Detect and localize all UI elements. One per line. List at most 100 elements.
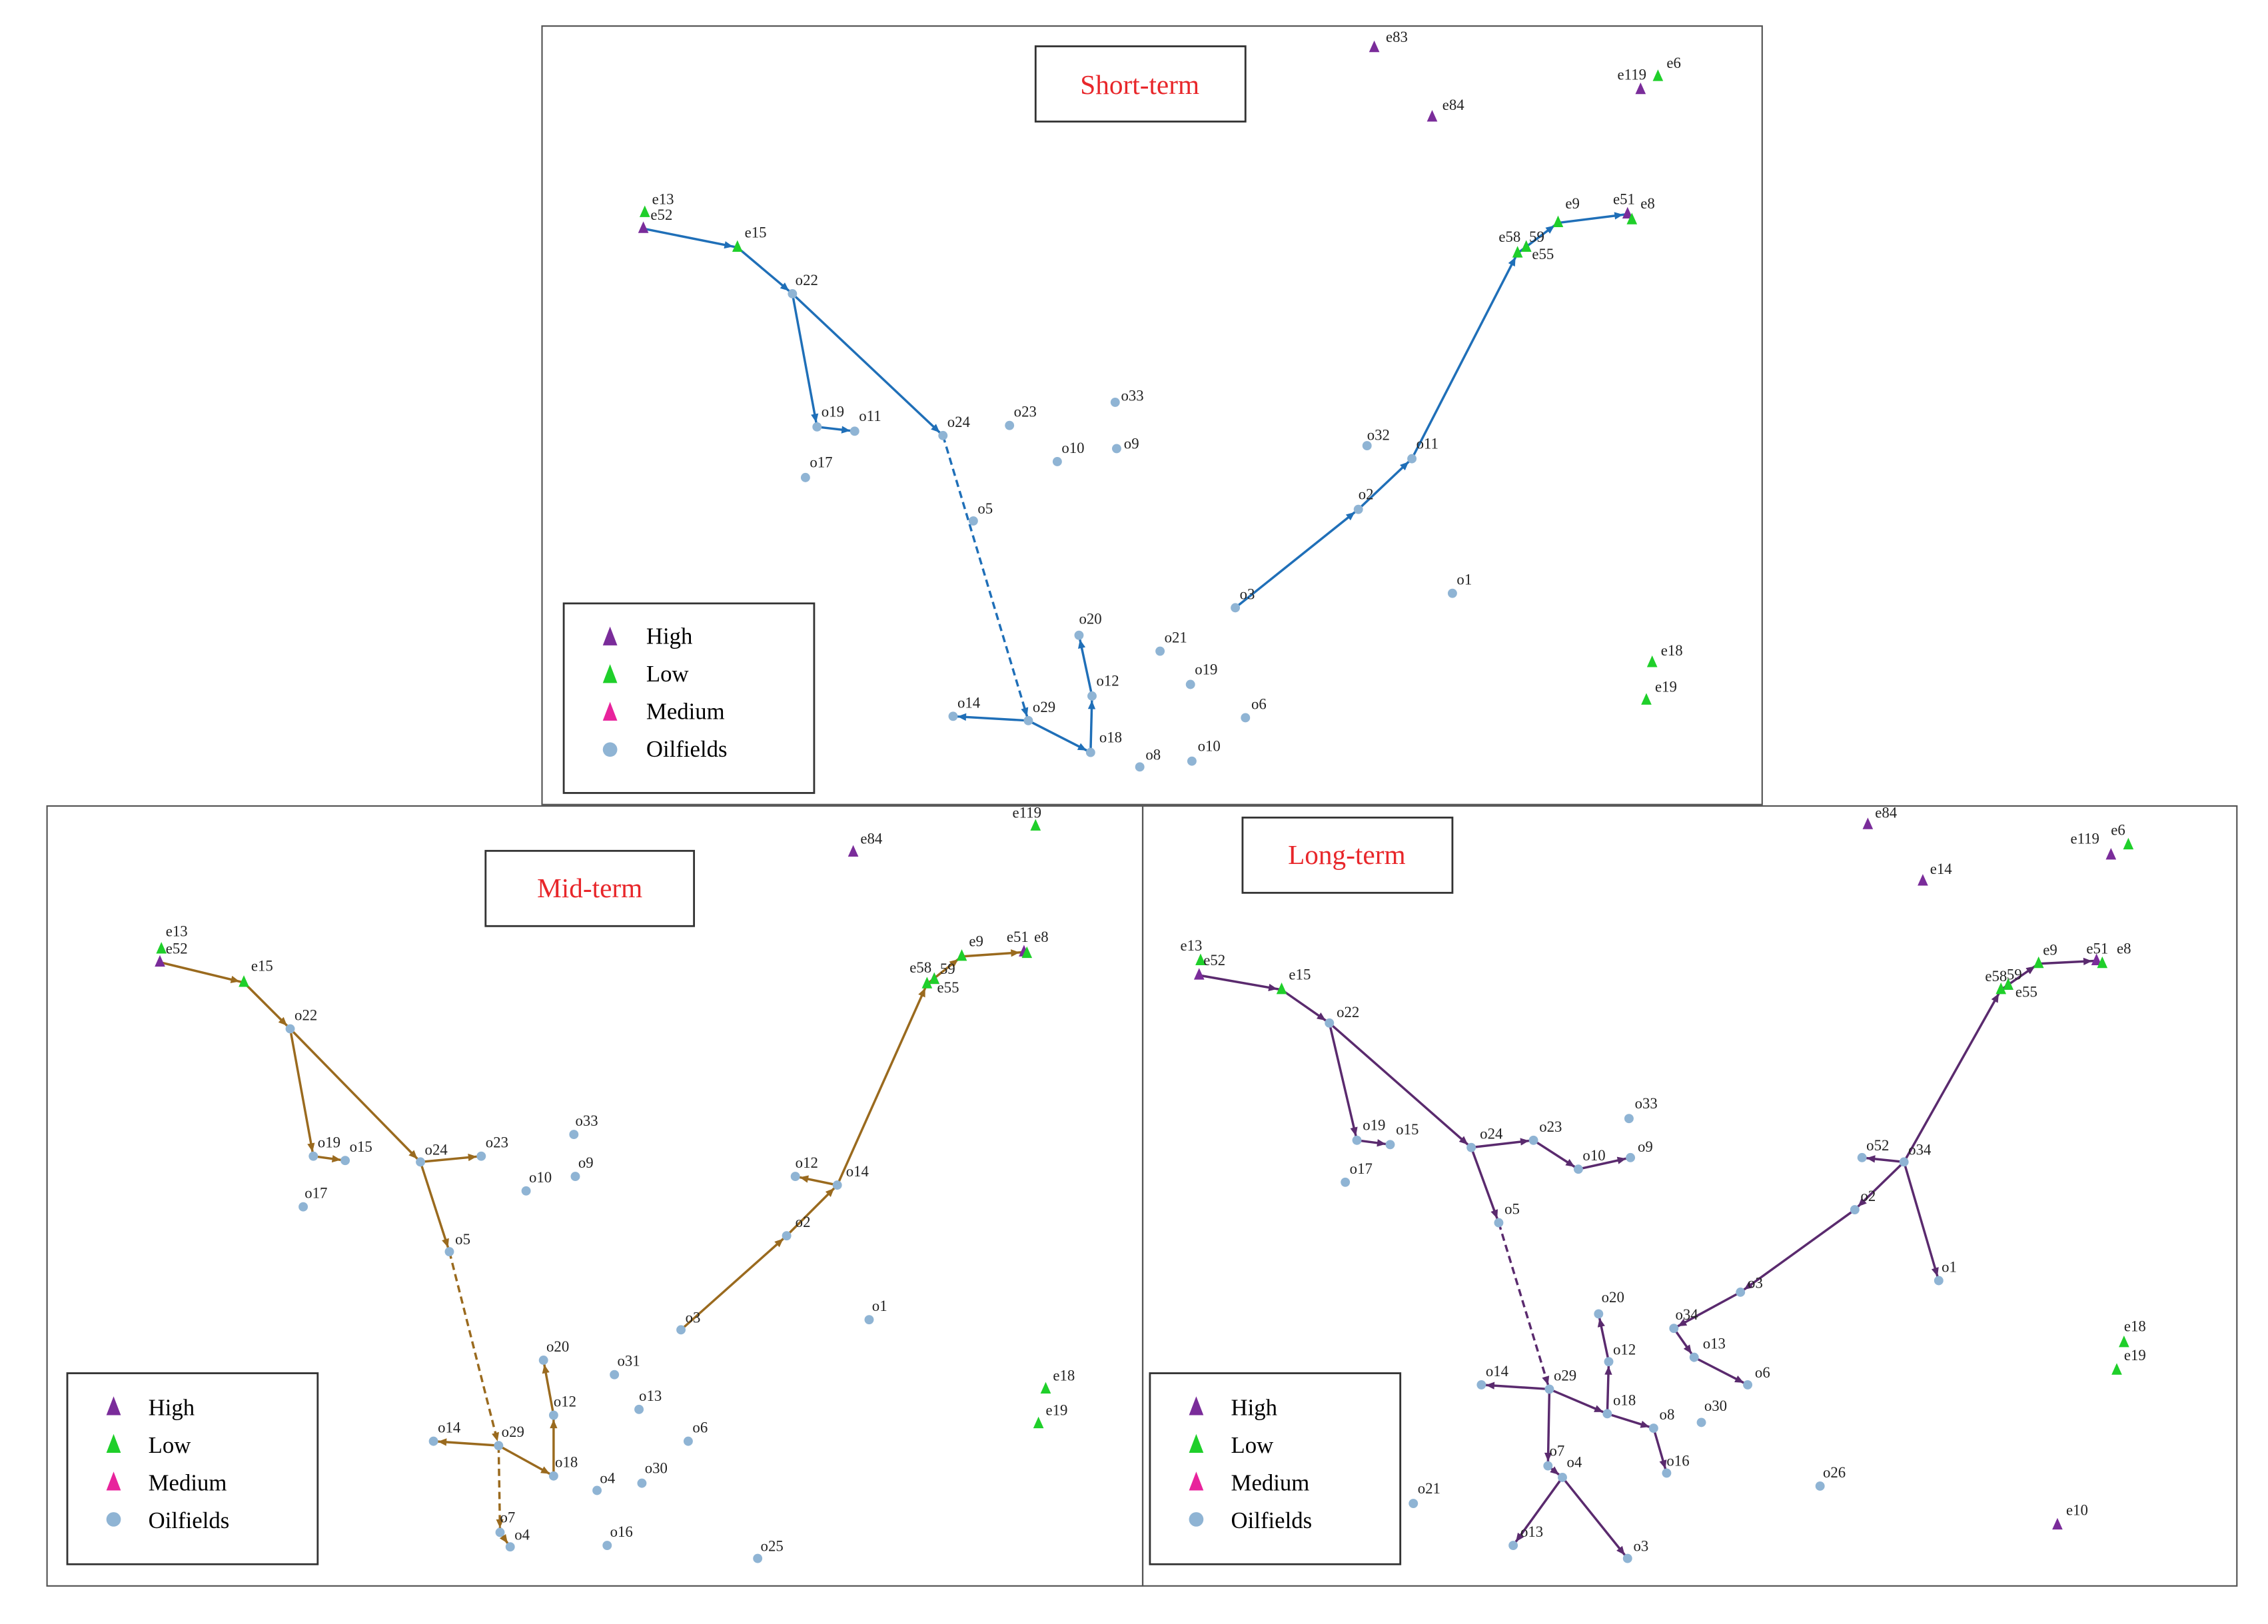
- node-label-o10b: o10: [1198, 737, 1221, 754]
- edge-o4-o3b: [1561, 1476, 1629, 1559]
- node-marker-o25: [753, 1553, 763, 1563]
- node-label-e18: e18: [2124, 1318, 2146, 1335]
- node-marker-o24: [1466, 1142, 1476, 1152]
- node-marker-o12a: [790, 1172, 800, 1182]
- node-label-o2: o2: [1861, 1188, 1876, 1204]
- node-label-e15: e15: [1289, 967, 1311, 983]
- node-label-e14: e14: [1930, 861, 1953, 877]
- node-marker-e8: [1021, 946, 1033, 959]
- arrowhead-icon: [1683, 1344, 1692, 1354]
- node-marker-o16: [602, 1541, 612, 1550]
- legend-medium: Medium: [646, 699, 725, 725]
- legend-high: High: [1231, 1395, 1278, 1421]
- node-marker-o3b: [1622, 1553, 1632, 1563]
- node-marker-o32: [1362, 441, 1372, 451]
- node-label-o8: o8: [1660, 1406, 1675, 1423]
- node-marker-e13: [639, 205, 650, 217]
- edge-e52-e15: [643, 227, 738, 249]
- node-label-o24: o24: [947, 414, 971, 430]
- node-label-e18: e18: [1661, 642, 1683, 659]
- node-marker-o19: [308, 1151, 318, 1161]
- node-label-o12: o12: [1097, 673, 1119, 689]
- node-marker-o23: [476, 1151, 486, 1161]
- node-marker-o1: [1447, 588, 1457, 598]
- node-marker-o9: [1626, 1152, 1636, 1162]
- node-marker-o20: [538, 1356, 548, 1365]
- node-marker-o2: [782, 1231, 792, 1241]
- arrowhead-icon: [800, 1175, 809, 1183]
- node-label-o33: o33: [575, 1112, 598, 1129]
- node-label-o19: o19: [1363, 1117, 1385, 1134]
- node-marker-o22: [285, 1024, 295, 1034]
- legend-high: High: [646, 623, 693, 649]
- node-label-e59: 59: [940, 961, 955, 977]
- edge-o2-o3a: [1740, 1208, 1856, 1294]
- node-label-o2: o2: [1359, 486, 1374, 502]
- node-marker-o19b: [1185, 679, 1195, 689]
- node-label-e52: e52: [166, 941, 188, 957]
- arrowhead-icon: [331, 1154, 341, 1163]
- node-marker-e119: [1635, 82, 1646, 95]
- arrowhead-icon: [542, 1364, 550, 1374]
- edge-o3-o2: [1234, 508, 1359, 609]
- node-marker-e55: [1520, 240, 1532, 252]
- arrowhead-icon: [1490, 1209, 1498, 1219]
- node-label-e55: e55: [937, 979, 959, 996]
- node-marker-e6: [2123, 837, 2134, 850]
- node-marker-e14: [1918, 874, 1928, 886]
- node-label-o29: o29: [1554, 1367, 1576, 1384]
- node-marker-e13: [156, 942, 167, 954]
- arrowhead-icon: [442, 1238, 449, 1248]
- node-label-e51: e51: [1613, 191, 1635, 207]
- node-marker-e18: [2119, 1336, 2129, 1348]
- arrowhead-icon: [1345, 512, 1355, 521]
- node-marker-o52: [1857, 1152, 1867, 1162]
- medium-marker-icon: [1189, 1471, 1204, 1491]
- high-marker-icon: [602, 626, 618, 645]
- node-label-o26: o26: [1823, 1464, 1846, 1481]
- node-label-e84: e84: [1442, 97, 1465, 113]
- edge-o34a-e58: [1903, 989, 2002, 1163]
- node-marker-o29: [494, 1441, 504, 1451]
- node-marker-e13: [1195, 953, 1206, 965]
- arrowhead-icon: [1542, 1376, 1550, 1386]
- arrowhead-icon: [1614, 212, 1624, 220]
- node-marker-e84: [1426, 110, 1438, 122]
- node-marker-o24: [416, 1157, 425, 1167]
- node-label-o32: o32: [1367, 426, 1390, 443]
- node-marker-e58: [921, 977, 933, 989]
- node-label-o19b: o19: [1195, 661, 1217, 677]
- node-label-o10: o10: [529, 1169, 552, 1186]
- node-label-o10a: o10: [1061, 440, 1084, 456]
- node-marker-o18: [1085, 747, 1095, 757]
- node-marker-e10: [2052, 1517, 2063, 1530]
- node-marker-o1: [864, 1315, 874, 1325]
- node-marker-e58: [1995, 983, 2007, 995]
- node-label-e19: e19: [1655, 678, 1677, 695]
- edge-o5-o29: [448, 1251, 500, 1446]
- arrowhead-icon: [1077, 743, 1087, 751]
- arrowhead-icon: [957, 713, 967, 721]
- node-marker-o14a: [832, 1180, 842, 1190]
- node-label-e58: e58: [909, 959, 931, 976]
- edge-o3-o2: [680, 1234, 788, 1331]
- node-label-o7: o7: [1549, 1442, 1564, 1459]
- panel-title-box: [1034, 45, 1247, 123]
- node-label-e15: e15: [251, 958, 273, 975]
- low-marker-icon: [106, 1433, 121, 1453]
- edge-o4-o13b: [1512, 1476, 1564, 1547]
- node-label-o17: o17: [810, 454, 832, 471]
- node-label-e9: e9: [969, 933, 983, 950]
- node-label-e119: e119: [1013, 804, 1041, 821]
- node-marker-o6: [1241, 713, 1251, 723]
- node-label-e55: e55: [2015, 984, 2037, 1001]
- node-label-e13: e13: [652, 191, 674, 207]
- panel-edges: [159, 949, 1025, 1548]
- arrowhead-icon: [841, 426, 851, 434]
- node-marker-o21: [1155, 646, 1165, 656]
- node-label-o34b: o34: [1675, 1306, 1698, 1323]
- node-label-o22: o22: [1337, 1004, 1359, 1020]
- arrowhead-icon: [1458, 1136, 1468, 1145]
